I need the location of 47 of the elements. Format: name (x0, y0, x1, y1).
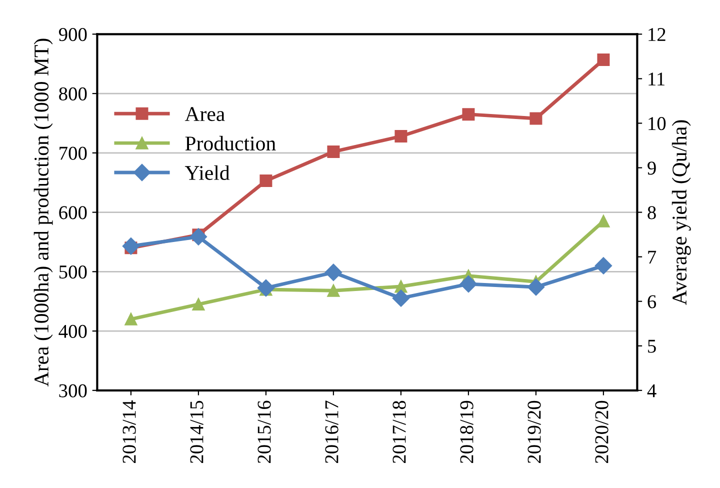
x-tick-label: 2019/20 (528, 400, 541, 464)
point (460, 275, 477, 293)
x-tick-label: 2020/20 (595, 400, 608, 464)
y2-tick-label: 7 (648, 250, 656, 264)
point (527, 278, 544, 296)
y-tick-label: 600 (59, 206, 87, 220)
x-tick-label: 2015/16 (258, 400, 271, 464)
y2-tick-label: 5 (648, 340, 656, 353)
point (257, 279, 274, 297)
point (462, 108, 475, 121)
x-tick-label: 2017/18 (392, 400, 406, 464)
x-tick-label: 2018/19 (460, 400, 474, 464)
y-tick-label: 700 (60, 146, 87, 160)
x-tick-label: 2014/15 (190, 400, 204, 464)
x-tick-label: 2013/14 (122, 400, 136, 464)
point (594, 257, 612, 274)
y2-tick-label: 8 (648, 206, 656, 220)
y2-axis-title: Average yield (Qu/ha) (672, 120, 691, 306)
point (392, 290, 410, 307)
point (530, 112, 542, 125)
point (327, 145, 340, 158)
y2-tick-label: 9 (648, 162, 656, 175)
y2-tick-label: 6 (648, 295, 656, 308)
y2-tick-label: 10 (648, 117, 666, 130)
point (122, 238, 140, 255)
y-tick-label: 900 (58, 28, 87, 42)
point (260, 174, 272, 188)
y-tick-label: 500 (59, 265, 87, 279)
point (597, 53, 610, 66)
point (394, 130, 408, 143)
y-tick-label: 800 (59, 87, 87, 100)
point (190, 228, 207, 246)
point (124, 312, 138, 326)
point (597, 214, 610, 228)
y2-tick-label: 11 (648, 72, 664, 86)
legend-label: Production (185, 136, 276, 151)
legend-label: Yield (184, 165, 230, 180)
y-axis-title: Area (1000ha) and production (1000 MT) (34, 38, 53, 387)
y-tick-label: 400 (58, 324, 87, 338)
y-tick-label: 300 (59, 384, 87, 398)
x-tick-label: 2016/17 (325, 400, 338, 464)
legend-label: Area (184, 107, 225, 122)
point (327, 284, 340, 297)
point (324, 264, 342, 281)
point (192, 298, 205, 311)
y2-tick-label: 12 (648, 28, 666, 41)
y2-tick-label: 4 (647, 384, 656, 398)
